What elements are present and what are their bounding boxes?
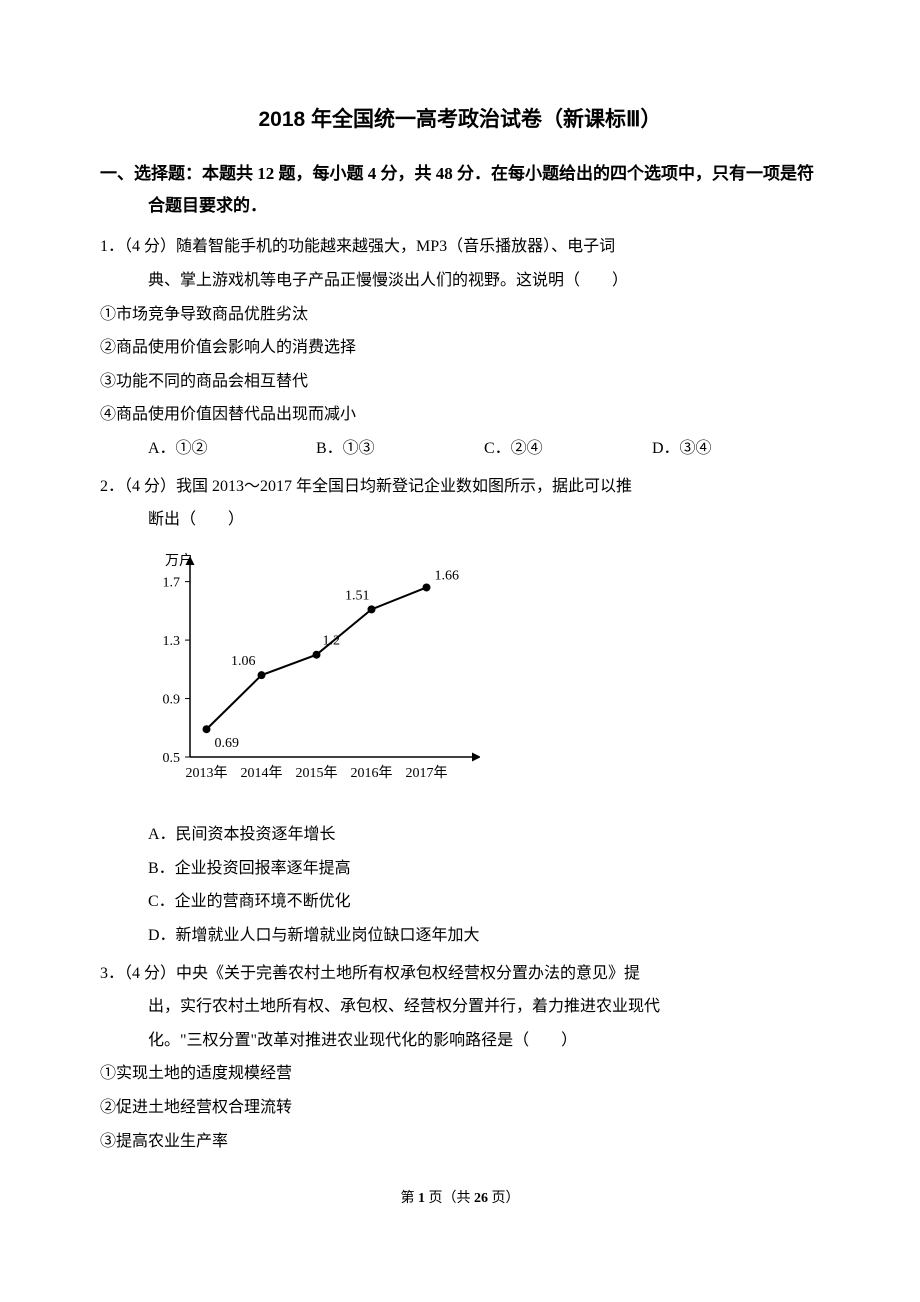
q2-opt-a: A．民间资本投资逐年增长 (148, 818, 820, 852)
svg-text:2013年: 2013年 (186, 765, 228, 781)
footer-current: 1 (418, 1191, 425, 1206)
footer-post: 页） (488, 1191, 520, 1206)
q3-stmt3: ③提高农业生产率 (100, 1125, 820, 1159)
svg-text:0.69: 0.69 (215, 736, 240, 751)
q2-line1: 2．（4 分）我国 2013～2017 年全国日均新登记企业数如图所示，据此可以… (148, 470, 820, 504)
svg-text:1.3: 1.3 (163, 634, 181, 649)
q2-line2: 断出（ ） (148, 503, 820, 537)
chart-svg: 万户 0.5 0.9 1.3 1.7 2013年 2014年 2015年 2016年 2017年 0… (120, 547, 480, 797)
svg-text:万户: 万户 (165, 552, 193, 569)
section-header: 一、选择题：本题共 12 题，每小题 4 分，共 48 分．在每小题给出的四个选… (148, 158, 820, 223)
question-3: 3．（4 分）中央《关于完善农村土地所有权承包权经营权分置办法的意见》提 出，实… (100, 957, 820, 1159)
svg-text:2016年: 2016年 (351, 765, 393, 781)
q2-options: A．民间资本投资逐年增长 B．企业投资回报率逐年提高 C．企业的营商环境不断优化… (148, 818, 820, 952)
question-1: 1．（4 分）随着智能手机的功能越来越强大，MP3（音乐播放器）、电子词 典、掌… (100, 230, 820, 465)
q3-line1: 3．（4 分）中央《关于完善农村土地所有权承包权经营权分置办法的意见》提 (148, 957, 820, 991)
q3-stmt2: ②促进土地经营权合理流转 (100, 1091, 820, 1125)
q1-opt-a: A．①② (148, 432, 316, 466)
page-title: 2018 年全国统一高考政治试卷（新课标Ⅲ） (100, 100, 820, 140)
q1-stmt2: ②商品使用价值会影响人的消费选择 (100, 331, 820, 365)
question-2: 2．（4 分）我国 2013～2017 年全国日均新登记企业数如图所示，据此可以… (100, 470, 820, 953)
footer-pre: 第 (401, 1191, 419, 1206)
svg-text:2014年: 2014年 (241, 765, 283, 781)
q2-opt-b: B．企业投资回报率逐年提高 (148, 852, 820, 886)
svg-text:1.7: 1.7 (163, 575, 181, 590)
svg-text:0.5: 0.5 (163, 751, 181, 766)
svg-text:1.51: 1.51 (345, 588, 370, 603)
q3-stmt1: ①实现土地的适度规模经营 (100, 1057, 820, 1091)
svg-text:1.06: 1.06 (231, 654, 256, 669)
q3-line2: 出，实行农村土地所有权、承包权、经营权分置并行，着力推进农业现代 (148, 990, 820, 1024)
q3-line3: 化。"三权分置"改革对推进农业现代化的影响路径是（ ） (148, 1024, 820, 1058)
q1-line1: 1．（4 分）随着智能手机的功能越来越强大，MP3（音乐播放器）、电子词 (148, 230, 820, 264)
svg-text:1.2: 1.2 (323, 634, 341, 649)
q2-opt-d: D．新增就业人口与新增就业岗位缺口逐年加大 (148, 919, 820, 953)
q1-opt-d: D．③④ (652, 432, 820, 466)
footer-total: 26 (474, 1191, 488, 1206)
q1-opt-b: B．①③ (316, 432, 484, 466)
q2-opt-c: C．企业的营商环境不断优化 (148, 885, 820, 919)
svg-text:2017年: 2017年 (406, 765, 448, 781)
q1-stmt1: ①市场竞争导致商品优胜劣汰 (100, 298, 820, 332)
svg-text:0.9: 0.9 (163, 692, 181, 707)
q1-options: A．①② B．①③ C．②④ D．③④ (148, 432, 820, 466)
svg-text:2015年: 2015年 (296, 765, 338, 781)
q1-opt-c: C．②④ (484, 432, 652, 466)
line-chart: 万户 0.5 0.9 1.3 1.7 2013年 2014年 2015年 2016年 2017年 0… (120, 547, 820, 808)
footer-mid: 页（共 (425, 1191, 474, 1206)
q1-stmt3: ③功能不同的商品会相互替代 (100, 365, 820, 399)
q1-stmt4: ④商品使用价值因替代品出现而减小 (100, 398, 820, 432)
q1-line2: 典、掌上游戏机等电子产品正慢慢淡出人们的视野。这说明（ ） (148, 264, 820, 298)
page-footer: 第 1 页（共 26 页） (100, 1186, 820, 1213)
svg-text:1.66: 1.66 (435, 568, 460, 583)
